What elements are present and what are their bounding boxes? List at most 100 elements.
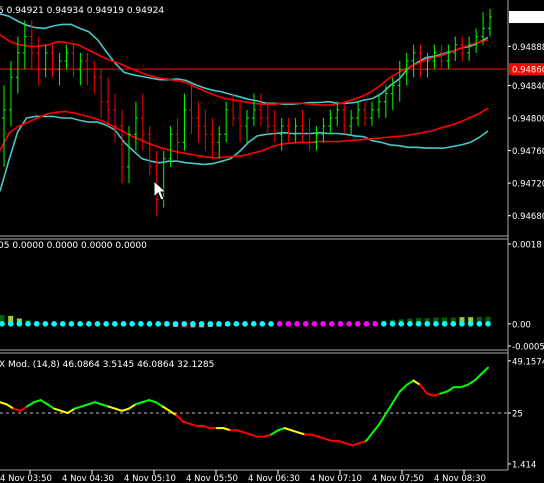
price-bar — [425, 52, 430, 78]
price-bar — [224, 101, 229, 143]
adx-line-segment — [297, 431, 306, 436]
macd-signal-dot — [0, 321, 5, 327]
macd-signal-dot — [302, 321, 309, 327]
macd-signal-dot — [467, 321, 474, 327]
price-bar — [36, 36, 41, 86]
adx-line-segment — [358, 440, 367, 445]
macd-signal-dot — [103, 321, 109, 327]
time-axis-label: 4 Nov 06:30 — [248, 474, 300, 483]
adx-line-segment — [182, 420, 191, 425]
price-bar — [210, 118, 215, 159]
adx-axis-label: 1.414 — [512, 460, 536, 470]
adx-line-segment — [93, 401, 103, 406]
price-bar — [321, 118, 326, 143]
macd-signal-dot — [207, 321, 214, 327]
price-bar — [467, 36, 472, 61]
macd-signal-dot — [485, 321, 491, 327]
price-bar — [196, 101, 201, 143]
adx-line-segment — [222, 427, 232, 432]
arrow-cursor-icon — [153, 180, 167, 201]
macd-signal-dot — [328, 321, 335, 327]
price-bar — [78, 52, 83, 86]
adx-line-segment — [5, 403, 15, 410]
adx-line-segment — [412, 379, 422, 386]
price-bar — [328, 109, 333, 135]
macd-pane[interactable] — [0, 314, 491, 328]
price-bar — [29, 20, 34, 70]
adx-line-segment — [134, 401, 144, 406]
adx-axis-label: 49.1574 — [512, 357, 544, 367]
time-axis-label: 4 Nov 07:10 — [310, 474, 362, 483]
price-bar — [369, 101, 374, 127]
price-bar — [342, 101, 347, 135]
macd-signal-dot — [363, 321, 370, 327]
adx-line-segment — [263, 433, 273, 438]
price-axis-label: 0.94924 — [512, 14, 544, 24]
macd-histogram-bar — [416, 318, 422, 324]
time-axis-label: 4 Nov 04:30 — [62, 474, 114, 483]
macd-signal-dot — [120, 321, 127, 327]
adx-line-segment — [419, 383, 428, 395]
adx-line-segment — [459, 383, 469, 389]
adx-line-segment — [46, 403, 56, 410]
macd-signal-dot — [459, 321, 465, 327]
macd-signal-dot — [155, 321, 162, 327]
adx-line-segment — [188, 422, 198, 427]
adx-line-segment — [249, 433, 259, 438]
macd-axis-label: 0.00 — [512, 320, 531, 330]
macd-signal-dot — [242, 321, 248, 327]
adx-line-segment — [324, 437, 334, 443]
macd-signal-dot — [355, 321, 361, 327]
price-bar — [286, 118, 291, 143]
macd-signal-dot — [198, 321, 205, 327]
macd-signal-dot — [51, 321, 57, 327]
macd-signal-dot — [372, 321, 378, 327]
adx-line-segment — [466, 379, 476, 386]
adx-line-segment — [73, 405, 83, 410]
macd-histogram-bar — [459, 317, 465, 324]
adx-line-segment — [12, 407, 22, 412]
adx-line-segment — [337, 440, 347, 445]
adx-line-segment — [243, 431, 252, 436]
price-bar — [168, 126, 173, 167]
price-bar — [113, 93, 118, 143]
price-axis-label: 0.94720 — [512, 180, 544, 190]
macd-signal-dot — [85, 321, 92, 327]
macd-signal-dot — [224, 321, 231, 327]
macd-signal-dot — [424, 321, 431, 327]
macd-signal-dot — [476, 321, 483, 327]
price-bar — [397, 61, 402, 102]
macd-histogram-bar — [0, 314, 5, 324]
adx-line-segment — [175, 414, 184, 423]
macd-histogram-bar — [450, 317, 456, 324]
adx-line-segment — [154, 401, 164, 408]
price-bar — [238, 101, 243, 143]
price-bar — [272, 109, 277, 143]
price-bar — [404, 52, 409, 86]
time-axis-label: 4 Nov 07:50 — [372, 474, 424, 483]
macd-histogram-bar — [433, 317, 439, 324]
macd-signal-dot — [433, 321, 439, 327]
adx-line-segment — [351, 442, 361, 447]
time-axis-label: 4 Nov 08:30 — [434, 474, 486, 483]
adx-line-segment — [0, 401, 8, 406]
price-bar — [251, 93, 256, 127]
macd-signal-dot — [389, 321, 396, 327]
price-bar — [356, 101, 361, 127]
macd-signal-dot — [190, 321, 196, 327]
price-bar — [439, 44, 444, 70]
adx-line-segment — [80, 403, 90, 408]
adx-pane[interactable] — [0, 366, 508, 447]
price-bar — [418, 44, 423, 78]
price-bar — [453, 36, 458, 61]
price-pane[interactable] — [0, 8, 508, 216]
adx-line-segment — [378, 412, 388, 425]
macd-signal-dot — [441, 321, 448, 327]
macd-axis-label: 0.0018 — [512, 241, 542, 251]
price-bar — [446, 44, 451, 70]
price-bar — [106, 77, 111, 127]
price-bar — [203, 109, 208, 151]
adx-line-segment — [392, 390, 401, 404]
price-bar — [432, 44, 437, 70]
